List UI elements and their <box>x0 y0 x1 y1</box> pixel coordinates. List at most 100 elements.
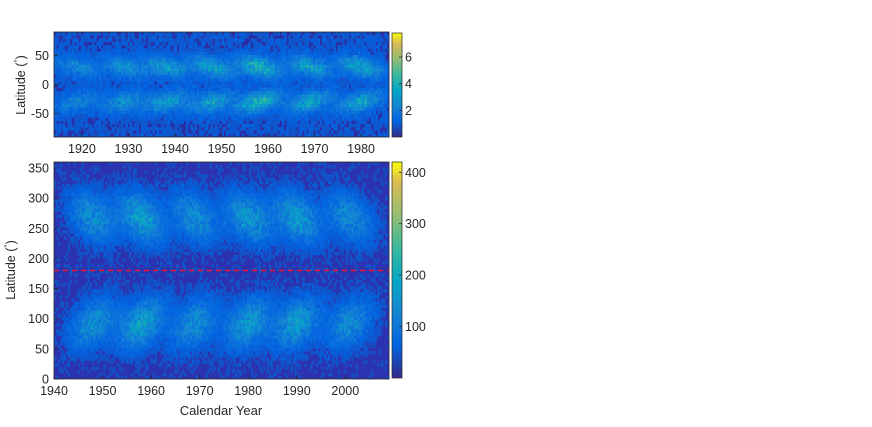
heatmap-cell <box>263 110 267 115</box>
heatmap-cell <box>315 91 318 95</box>
heatmap-cell <box>74 81 77 85</box>
heatmap-cell <box>301 35 305 39</box>
heatmap-cell <box>275 77 278 82</box>
heatmap-cell <box>212 35 216 39</box>
heatmap-cell <box>299 133 303 138</box>
heatmap-cell <box>179 110 182 115</box>
heatmap-cell <box>80 114 84 118</box>
heatmap-cell <box>141 120 144 125</box>
heatmap-cell <box>259 32 262 36</box>
heatmap-cell <box>85 133 88 138</box>
heatmap-cell <box>317 61 321 66</box>
heatmap-cell <box>266 54 269 59</box>
heatmap-cell <box>310 117 314 121</box>
heatmap-cell <box>217 32 220 36</box>
heatmap-cell <box>335 84 338 89</box>
heatmap-cell <box>163 61 166 66</box>
heatmap-cell <box>58 104 61 108</box>
heatmap-cell <box>377 87 381 92</box>
heatmap-cell <box>83 58 86 62</box>
heatmap-cell <box>65 38 68 43</box>
heatmap-cell <box>105 94 108 98</box>
heatmap-cell <box>125 48 128 52</box>
heatmap-cell <box>77 320 80 324</box>
heatmap-cell <box>161 64 164 69</box>
heatmap-cell <box>328 107 332 112</box>
heatmap-cell <box>107 71 111 75</box>
heatmap-cell <box>107 77 111 82</box>
heatmap-cell <box>366 84 370 89</box>
heatmap-cell <box>138 35 142 39</box>
heatmap-cell <box>145 84 149 89</box>
heatmap-cell <box>335 51 338 56</box>
heatmap-cell <box>364 77 367 82</box>
heatmap-cell <box>143 74 146 79</box>
heatmap-cell <box>219 100 222 105</box>
heatmap-cell <box>246 120 249 125</box>
heatmap-cell <box>188 100 191 105</box>
heatmap-cell <box>63 230 67 234</box>
heatmap-cell <box>252 100 256 105</box>
heatmap-cell <box>89 68 93 72</box>
heatmap-cell <box>217 61 220 66</box>
heatmap-cell <box>330 94 334 98</box>
heatmap-cell <box>205 127 209 131</box>
heatmap-cell <box>77 248 80 253</box>
heatmap-cell <box>386 48 390 52</box>
heatmap-cell <box>58 127 61 131</box>
heatmap-cell <box>145 71 149 75</box>
heatmap-cell <box>230 64 233 69</box>
heatmap-cell <box>141 110 144 115</box>
heatmap-cell <box>85 214 88 219</box>
heatmap-cell <box>125 91 128 95</box>
heatmap-cell <box>109 61 113 66</box>
heatmap-cell <box>78 123 82 128</box>
heatmap-cell <box>297 87 300 92</box>
heatmap-cell <box>275 114 278 118</box>
heatmap-cell <box>208 114 211 118</box>
heatmap-cell <box>96 58 99 62</box>
heatmap-cell <box>183 32 187 36</box>
heatmap-cell <box>100 94 104 98</box>
heatmap-cell <box>355 35 359 39</box>
heatmap-cell <box>85 97 88 102</box>
heatmap-cell <box>80 45 84 49</box>
heatmap-cell <box>328 32 332 36</box>
heatmap-cell <box>83 117 86 121</box>
heatmap-cell <box>290 120 294 125</box>
heatmap-cell <box>205 68 209 72</box>
heatmap-cell <box>355 32 359 36</box>
heatmap-cell <box>167 94 171 98</box>
heatmap-cell <box>74 114 77 118</box>
heatmap-cell <box>263 107 267 112</box>
heatmap-cell <box>234 104 238 108</box>
heatmap-cell <box>73 236 76 240</box>
heatmap-cell <box>199 38 202 43</box>
heatmap-cell <box>83 183 86 188</box>
heatmap-cell <box>67 97 70 102</box>
heatmap-cell <box>54 289 57 293</box>
heatmap-cell <box>55 165 59 169</box>
heatmap-cell <box>65 97 68 102</box>
heatmap-cell <box>154 114 158 118</box>
heatmap-cell <box>190 48 193 52</box>
heatmap-cell <box>364 38 367 43</box>
heatmap-cell <box>257 97 260 102</box>
heatmap-cell <box>270 71 274 75</box>
heatmap-cell <box>62 61 66 66</box>
heatmap-cell <box>234 74 238 79</box>
heatmap-cell <box>167 110 171 115</box>
heatmap-cell <box>67 32 70 36</box>
heatmap-cell <box>257 61 260 66</box>
heatmap-cell <box>333 61 336 66</box>
heatmap-cell <box>71 196 75 200</box>
heatmap-cell <box>81 193 84 197</box>
heatmap-cell <box>152 71 155 75</box>
heatmap-cell <box>377 94 381 98</box>
heatmap-cell <box>221 77 225 82</box>
heatmap-cell <box>241 107 245 112</box>
heatmap-cell <box>54 61 57 66</box>
heatmap-cell <box>158 54 162 59</box>
heatmap-cell <box>308 64 312 69</box>
heatmap-cell <box>83 91 86 95</box>
